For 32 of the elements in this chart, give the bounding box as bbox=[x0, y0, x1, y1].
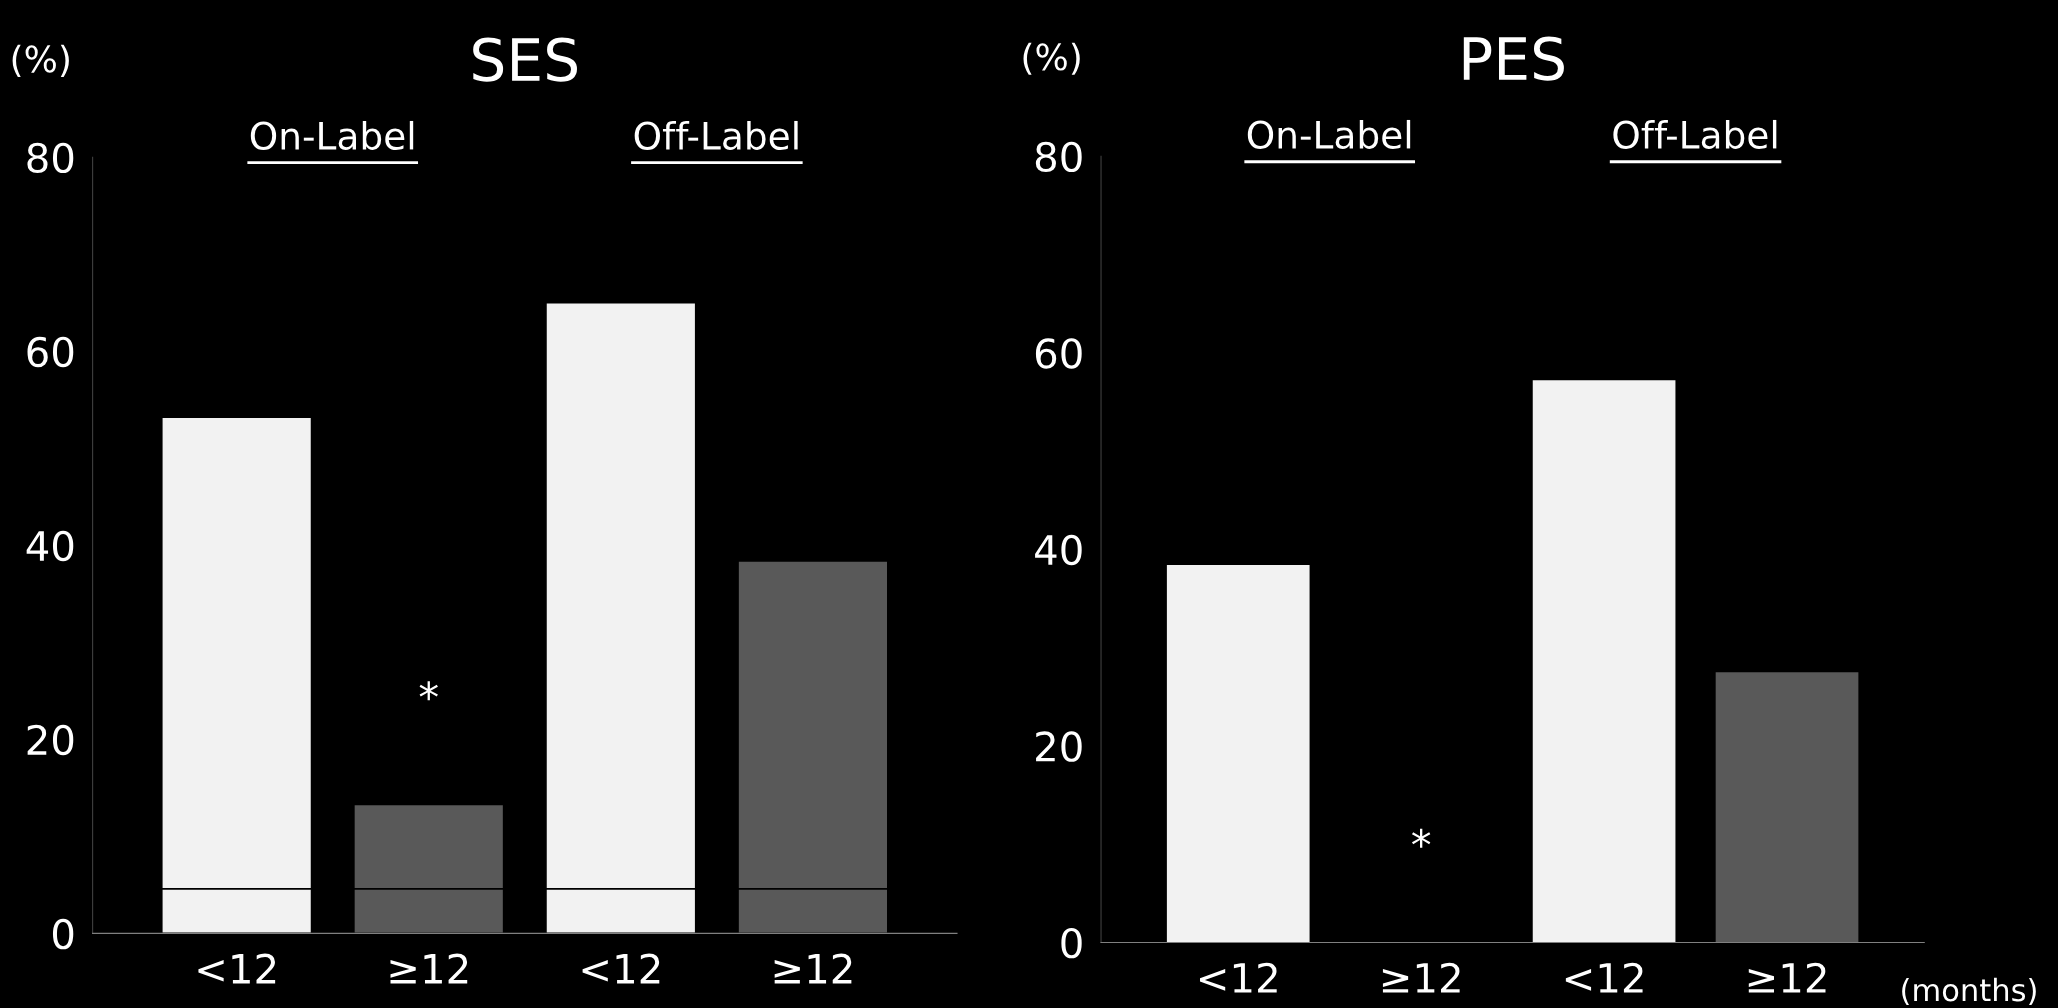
x-tick-label: <12 bbox=[1199, 962, 1277, 993]
bar bbox=[1715, 672, 1859, 943]
y-tick-label: 40 bbox=[26, 530, 74, 562]
x-tick-label: <12 bbox=[1565, 962, 1643, 993]
x-tick-label: <12 bbox=[582, 953, 660, 984]
y-tick-label: 60 bbox=[1035, 338, 1082, 369]
annotation: * bbox=[419, 681, 438, 701]
text: Off-Label bbox=[634, 120, 798, 150]
text: (months) bbox=[1902, 977, 2036, 1006]
x-tick-label: ≥12 bbox=[1748, 962, 1826, 993]
x-tick-label: ≥12 bbox=[774, 953, 852, 984]
bar bbox=[1166, 565, 1310, 943]
text: On-Label bbox=[1247, 119, 1411, 149]
y-tick-label: 0 bbox=[52, 918, 74, 950]
x-tick-label: ≥12 bbox=[1382, 962, 1460, 993]
annotation: * bbox=[1411, 828, 1431, 848]
y-tick-label: 80 bbox=[27, 142, 74, 174]
text: On-Label bbox=[250, 120, 414, 150]
bar bbox=[1532, 380, 1676, 943]
text: Off-Label bbox=[1613, 119, 1777, 149]
x-tick-label: ≥12 bbox=[390, 953, 468, 984]
y-tick-label: 80 bbox=[1035, 141, 1082, 173]
chart-title: SES bbox=[473, 37, 577, 82]
y-tick-label: 0 bbox=[1061, 927, 1082, 959]
y-tick-label: 60 bbox=[27, 336, 74, 368]
x-tick-label: <12 bbox=[198, 953, 276, 984]
y-tick-label: 40 bbox=[1035, 534, 1082, 566]
y-axis-title: (%) bbox=[12, 44, 69, 77]
y-tick-label: 20 bbox=[1036, 731, 1082, 762]
chart-title: PES bbox=[1463, 36, 1564, 81]
y-tick-label: 20 bbox=[27, 724, 74, 756]
y-axis-title: (%) bbox=[1023, 42, 1080, 75]
